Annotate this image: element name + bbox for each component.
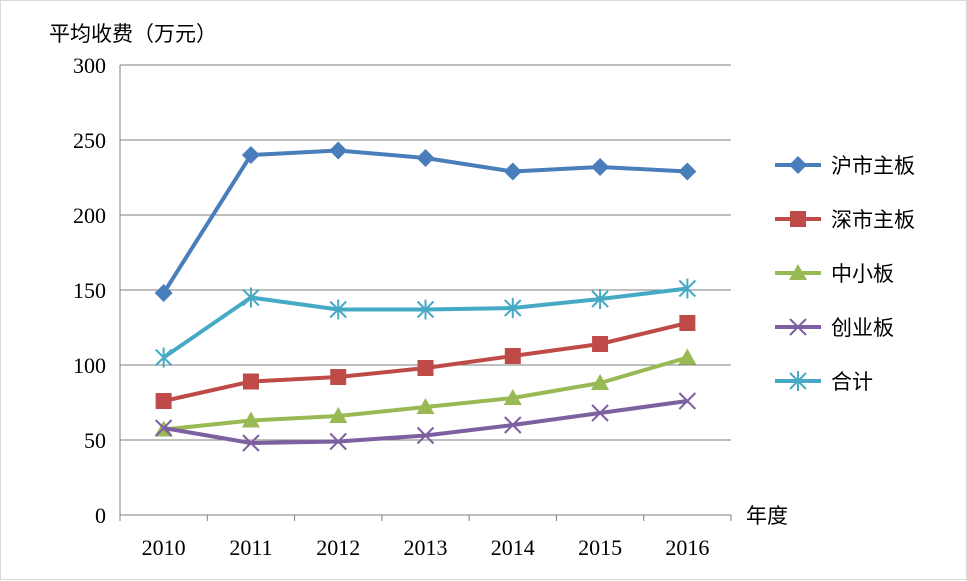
data-point	[503, 162, 522, 181]
legend-swatch-marker	[790, 211, 806, 227]
x-axis-title: 年度	[746, 504, 788, 528]
series-line	[162, 286, 688, 360]
gridlines	[120, 64, 731, 441]
data-point	[154, 284, 173, 302]
series-1	[154, 141, 697, 302]
legend-item: 中小板	[775, 262, 894, 286]
data-point	[678, 162, 697, 181]
data-point	[241, 146, 260, 164]
y-tick-label: 100	[73, 353, 106, 378]
data-point	[504, 348, 521, 364]
y-tick-label: 50	[84, 428, 106, 453]
data-point	[242, 434, 260, 452]
data-point	[591, 289, 609, 309]
y-tick-label: 0	[95, 503, 106, 528]
data-point	[679, 315, 696, 331]
legend-swatch-marker	[789, 318, 807, 336]
y-tick-label: 300	[73, 53, 106, 78]
legend-item: 创业板	[775, 316, 894, 340]
data-point	[329, 141, 348, 160]
series-5	[154, 278, 697, 368]
series-2	[155, 315, 696, 409]
legend-label: 沪市主板	[831, 154, 915, 178]
x-tick-label: 2014	[491, 535, 535, 560]
data-point	[242, 287, 260, 308]
series-4	[154, 392, 697, 452]
legend-swatch-marker	[789, 156, 807, 174]
data-point	[417, 360, 434, 376]
legend-label: 深市主板	[831, 208, 915, 232]
series-line	[161, 148, 688, 295]
x-tick-label: 2012	[316, 535, 360, 560]
legend-item: 深市主板	[775, 208, 915, 232]
data-point	[591, 158, 610, 176]
data-point	[678, 348, 697, 365]
data-point	[242, 373, 259, 390]
x-tick-label: 2015	[578, 535, 622, 560]
legend-item: 沪市主板	[775, 154, 915, 178]
legend-item: 合计	[775, 370, 873, 394]
data-point	[504, 298, 522, 318]
y-tick-label: 250	[73, 128, 106, 153]
y-axis-title: 平均收费（万元）	[49, 22, 217, 46]
y-tick-label: 200	[73, 203, 106, 228]
data-point	[591, 374, 610, 390]
data-point	[154, 419, 173, 437]
data-point	[416, 149, 435, 167]
legend-swatch-marker	[789, 371, 807, 391]
data-point	[241, 411, 260, 428]
data-point	[678, 278, 697, 299]
legend-label: 合计	[831, 370, 873, 394]
legend-label: 中小板	[831, 262, 894, 286]
x-tick-label: 2010	[142, 535, 186, 560]
data-point	[503, 389, 522, 405]
data-point	[329, 299, 347, 320]
data-point	[678, 392, 697, 410]
y-tick-label: 150	[73, 278, 106, 303]
legend-label: 创业板	[831, 316, 894, 340]
data-point	[416, 426, 435, 445]
data-point	[330, 369, 347, 385]
data-point	[154, 347, 173, 368]
data-point	[155, 393, 172, 409]
x-tick-label: 2011	[229, 535, 272, 560]
data-point	[591, 404, 609, 422]
series-group	[154, 141, 697, 452]
x-tick-label: 2013	[404, 535, 448, 560]
data-point	[329, 432, 347, 451]
axes	[119, 65, 732, 521]
data-point	[592, 336, 609, 352]
data-point	[416, 299, 435, 320]
y-tick-labels: 0 50 100 150 200 250 300	[73, 53, 106, 528]
legend-swatch-marker	[789, 264, 807, 280]
x-tick-label: 2016	[665, 535, 709, 560]
x-tick-labels: 2010 2011 2012 2013 2014 2015 2016	[142, 535, 710, 560]
data-point	[416, 398, 435, 414]
data-point	[504, 416, 522, 434]
data-point	[329, 407, 348, 423]
